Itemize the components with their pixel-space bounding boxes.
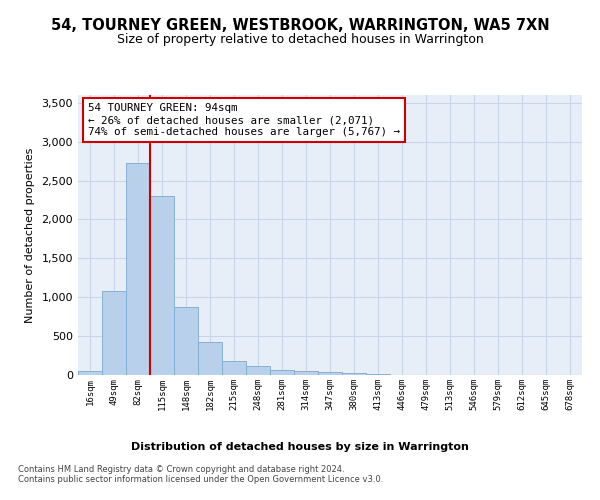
Text: Size of property relative to detached houses in Warrington: Size of property relative to detached ho… (116, 32, 484, 46)
Bar (318, 372, 342, 375)
Text: Contains HM Land Registry data © Crown copyright and database right 2024.
Contai: Contains HM Land Registry data © Crown c… (18, 465, 383, 484)
Bar (150, 196, 174, 375)
Bar (342, 374, 366, 375)
Bar (222, 362, 246, 375)
Bar (366, 374, 390, 375)
Bar (78, 371, 102, 375)
Bar (270, 370, 294, 375)
Bar (294, 370, 318, 375)
Text: 54 TOURNEY GREEN: 94sqm
← 26% of detached houses are smaller (2,071)
74% of semi: 54 TOURNEY GREEN: 94sqm ← 26% of detache… (88, 104, 400, 136)
Bar (102, 292, 126, 375)
Bar (126, 164, 150, 375)
Bar (174, 306, 198, 375)
Bar (246, 366, 270, 375)
Text: 54, TOURNEY GREEN, WESTBROOK, WARRINGTON, WA5 7XN: 54, TOURNEY GREEN, WESTBROOK, WARRINGTON… (50, 18, 550, 32)
Y-axis label: Number of detached properties: Number of detached properties (25, 148, 35, 322)
Bar (198, 342, 222, 375)
Text: Distribution of detached houses by size in Warrington: Distribution of detached houses by size … (131, 442, 469, 452)
